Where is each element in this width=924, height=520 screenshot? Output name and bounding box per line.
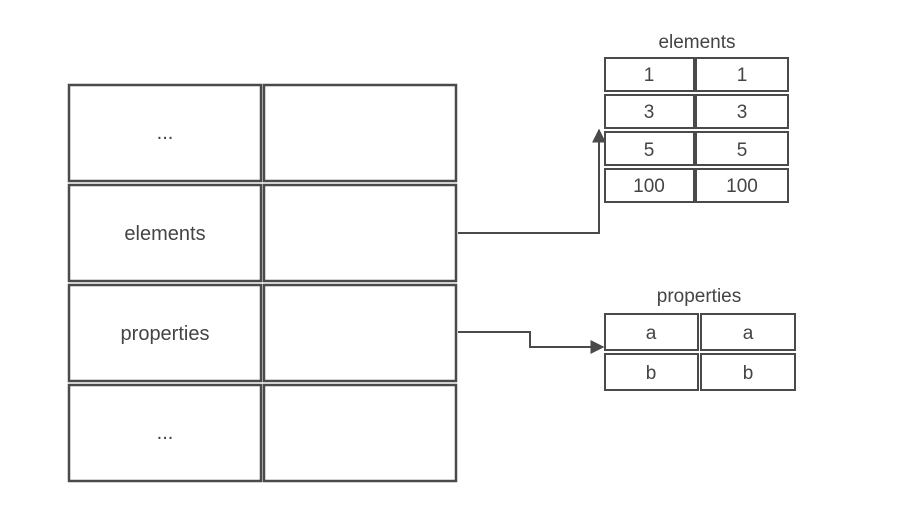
properties-table-cell-text: b — [646, 363, 657, 384]
main-table-row: ... — [67, 383, 458, 483]
properties-table-cell — [604, 313, 699, 351]
properties-table-cell-text: a — [743, 323, 754, 344]
elements-table-cell-text: 100 — [726, 176, 758, 197]
elements-table-cell — [695, 168, 789, 203]
main-key-cell — [67, 183, 263, 283]
elements-table-cell-text: 1 — [644, 65, 655, 86]
main-table-row: ... — [67, 83, 458, 183]
properties-table-row: a a — [604, 313, 796, 351]
main-table: ... elements properties ... — [67, 83, 458, 483]
elements-table-row: 5 5 — [604, 131, 789, 166]
main-key-cell — [67, 283, 263, 383]
main-key-label: ... — [157, 122, 174, 144]
main-value-cell — [262, 83, 458, 183]
elements-table-cell-text: 5 — [644, 140, 655, 161]
main-key-label: properties — [121, 323, 210, 345]
elements-table-title: elements — [658, 32, 735, 53]
elements-table-cell-text: 3 — [737, 102, 748, 123]
elements-table-cell-text: 5 — [737, 140, 748, 161]
elements-table-cell — [604, 168, 695, 203]
elements-table: elements 1 1 3 3 5 5 100 100 — [604, 32, 789, 203]
elements-table-cell — [604, 131, 695, 166]
elements-table-cell — [695, 94, 789, 129]
elements-table-cell — [695, 57, 789, 92]
elements-table-row: 100 100 — [604, 168, 789, 203]
properties-table-cell — [604, 353, 699, 391]
main-key-cell — [67, 383, 263, 483]
main-key-label: elements — [124, 223, 205, 245]
elements-table-cell — [604, 57, 695, 92]
elements-table-cell-text: 100 — [633, 176, 665, 197]
elements-table-row: 3 3 — [604, 94, 789, 129]
main-value-cell — [262, 283, 458, 383]
properties-table-title: properties — [657, 286, 742, 307]
properties-table-cell-text: b — [743, 363, 754, 384]
elements-table-cell — [695, 131, 789, 166]
elements-table-cell — [604, 94, 695, 129]
properties-table-row: b b — [604, 353, 796, 391]
elements-table-cell-text: 1 — [737, 65, 748, 86]
main-value-cell — [262, 383, 458, 483]
properties-table-cell-text: a — [646, 323, 657, 344]
elements-pointer-arrow — [458, 128, 606, 234]
properties-pointer-arrow — [458, 331, 605, 354]
main-table-row: elements — [67, 183, 458, 283]
properties-table-cell — [700, 313, 796, 351]
elements-table-row: 1 1 — [604, 57, 789, 92]
main-table-row: properties — [67, 283, 458, 383]
properties-table: properties a a b b — [604, 286, 796, 391]
properties-table-cell — [700, 353, 796, 391]
main-value-cell — [262, 183, 458, 283]
main-key-cell — [67, 83, 263, 183]
elements-table-cell-text: 3 — [644, 102, 655, 123]
main-key-label: ... — [157, 422, 174, 444]
